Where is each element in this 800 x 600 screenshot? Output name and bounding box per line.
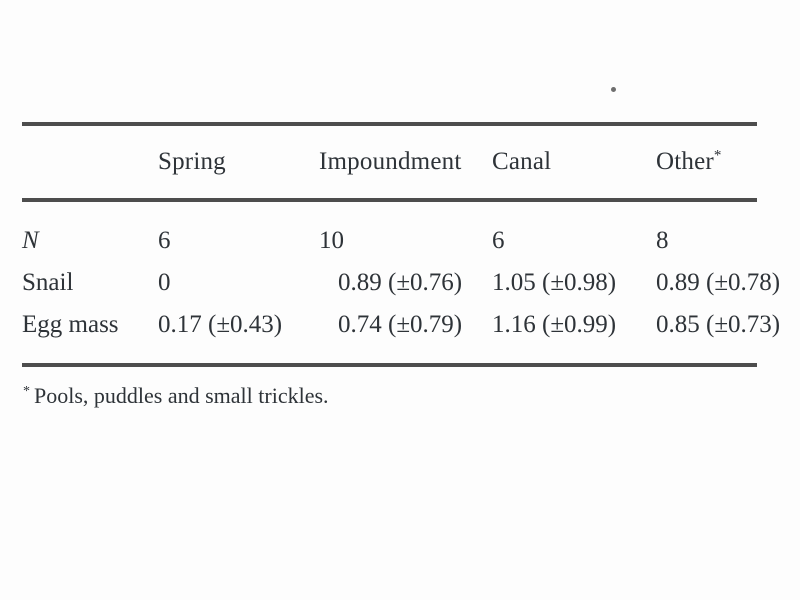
cell-eggmass-other: 0.85 (±0.73) [656,311,781,338]
stray-dot-mark [611,87,616,92]
row-label: Egg mass [22,311,119,338]
table-row-egg-mass: Egg mass 0.17 (±0.43) 0.74 (±0.79) 1.16 … [22,304,780,346]
table-row-snail: Snail 0 0.89 (±0.76) 1.05 (±0.98) 0.89 (… [22,262,780,304]
cell-eggmass-canal: 1.16 (±0.99) [492,311,617,338]
header-label: Spring [158,148,226,175]
header-sup: * [713,147,722,164]
results-table: Spring Impoundment Canal Other* N 6 10 6… [22,122,780,411]
cell-snail-other: 0.89 (±0.78) [656,269,781,296]
table-header-rule [22,198,757,202]
cell-n-impoundment: 10 [319,227,344,254]
footnote-marker: * [23,383,30,399]
row-label: N [22,227,39,254]
cell-n-other: 8 [656,227,669,254]
table-body: N 6 10 6 8 Snail 0 0.89 (±0.76) 1.05 (±0… [22,202,780,363]
header-label: Other [656,148,714,175]
table-row-n: N 6 10 6 8 [22,220,757,262]
table-footnote: * Pools, puddles and small trickles. [22,381,757,411]
row-label: Snail [22,269,74,296]
header-label: Canal [492,148,552,175]
cell-n-canal: 6 [492,227,505,254]
footnote-text: Pools, puddles and small trickles. [34,383,329,408]
column-header-other: Other* [656,148,757,176]
cell-snail-impoundment: 0.89 (±0.76) [338,269,463,296]
header-label: Impoundment [319,148,462,175]
table-bottom-rule [22,363,757,367]
column-header-spring: Spring [158,148,319,176]
cell-n-spring: 6 [158,227,171,254]
table-top-rule [22,122,757,126]
cell-eggmass-impoundment: 0.74 (±0.79) [338,311,463,338]
table-header-row: Spring Impoundment Canal Other* [22,126,757,198]
cell-eggmass-spring: 0.17 (±0.43) [158,311,283,338]
cell-snail-spring: 0 [158,269,171,296]
column-header-impoundment: Impoundment [319,148,492,176]
cell-snail-canal: 1.05 (±0.98) [492,269,617,296]
column-header-canal: Canal [492,148,656,176]
